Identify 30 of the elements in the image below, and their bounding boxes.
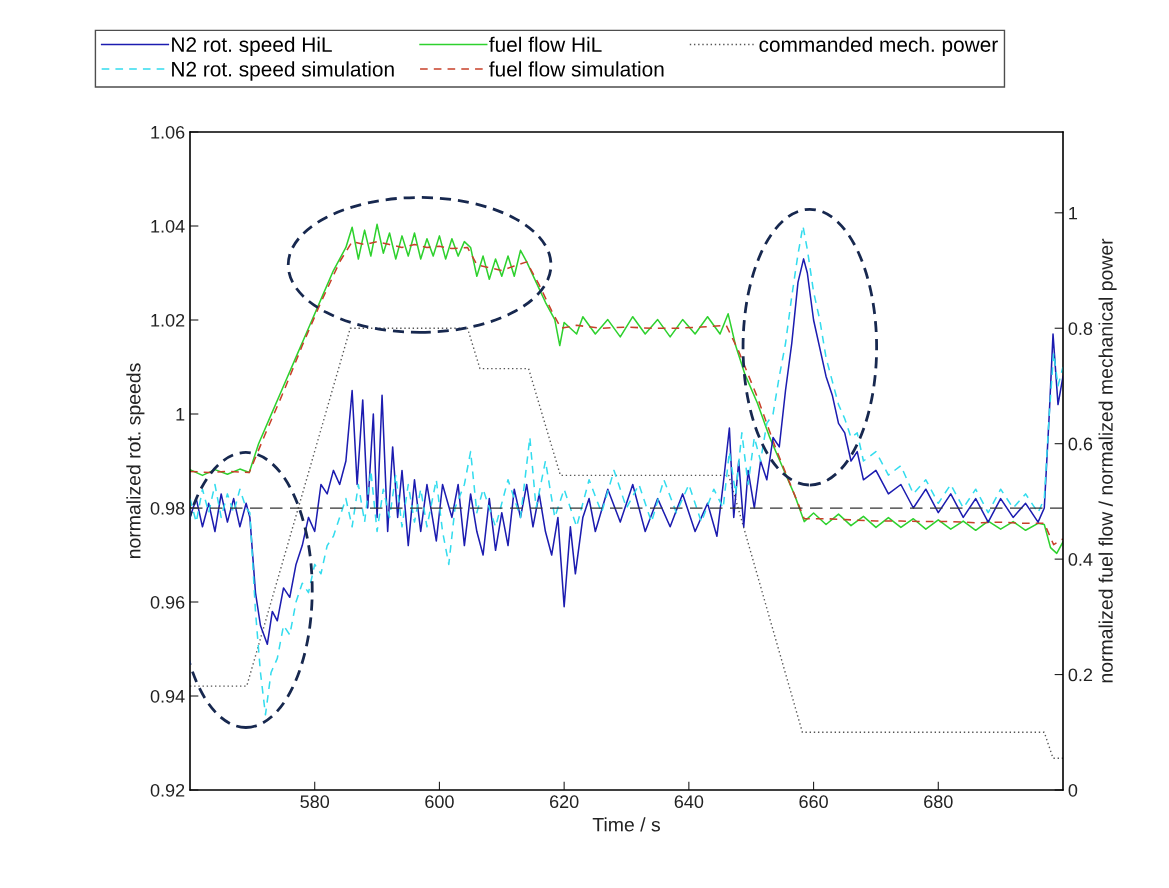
y-tick-label: 0.94: [150, 689, 185, 703]
y-tick-label: 0.98: [150, 501, 185, 515]
x-tick-label: 660: [799, 795, 828, 809]
x-tick-label: 580: [300, 795, 330, 809]
legend-label: N2 rot. speed HiL: [172, 36, 332, 57]
legend-label: fuel flow HiL: [489, 36, 602, 52]
y2-tick-label: 0.2: [1068, 668, 1093, 682]
y-tick-label: 0.96: [150, 595, 185, 609]
line-series: [190, 258, 1063, 646]
y-tick-label: 1: [176, 408, 185, 421]
x-tick-label: 640: [674, 795, 704, 809]
y-tick-label: 1.02: [151, 313, 185, 327]
x-tick-label: 600: [425, 795, 454, 809]
legend-label: fuel flow simulation: [489, 61, 664, 77]
legend-label: N2 rot. speed simulation: [172, 61, 394, 81]
y-tick-label: 0.92: [150, 783, 185, 797]
x-axis-title: Time / s: [592, 817, 660, 832]
y2-tick-label: 0.8: [1068, 322, 1093, 335]
x-tick-label: 680: [924, 795, 953, 809]
line-series: [190, 225, 1063, 716]
y-tick-label: 1.06: [151, 125, 185, 139]
y2-tick-label: 0.6: [1068, 437, 1093, 451]
y2-axis-title: normalized fuel flow / normalized mechanical power: [1098, 238, 1117, 683]
y2-tick-label: 1: [1069, 206, 1078, 220]
y-tick-label: 1.04: [151, 219, 185, 233]
y2-tick-label: 0: [1068, 783, 1078, 797]
legend-label: commanded mech. power: [759, 36, 998, 57]
y-axis-title: normalized rot. speeds: [126, 363, 145, 559]
y2-tick-label: 0.4: [1068, 553, 1093, 566]
x-tick-label: 620: [550, 795, 579, 809]
